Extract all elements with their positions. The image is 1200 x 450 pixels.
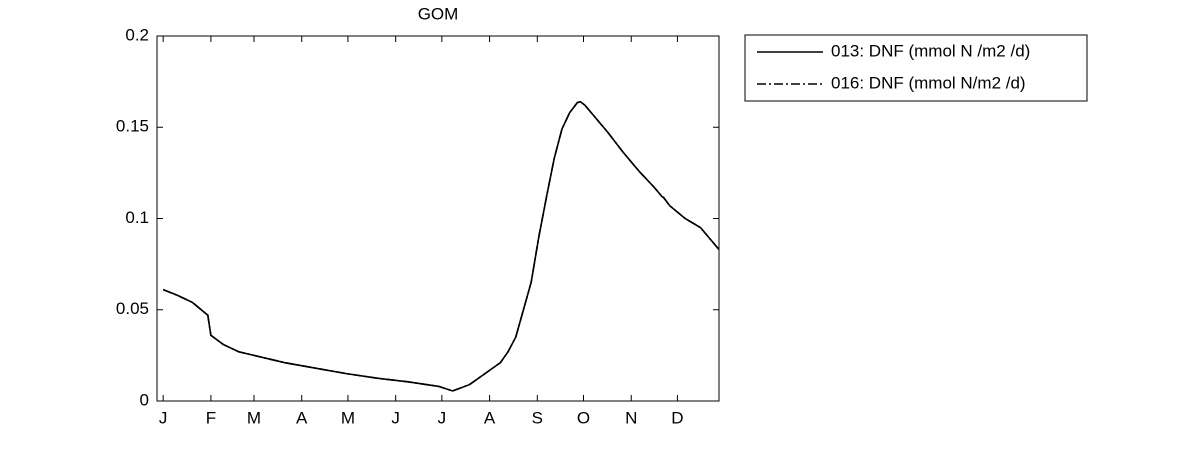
x-tick-label: J [438, 408, 447, 427]
x-tick-label: A [484, 408, 496, 427]
x-tick-label: O [577, 408, 590, 427]
x-tick-label: J [159, 408, 168, 427]
chart-title: GOM [418, 4, 459, 23]
y-tick-label: 0.1 [125, 208, 149, 227]
y-tick-label: 0.15 [116, 117, 149, 136]
series-line [162, 100, 720, 392]
x-tick-label: F [206, 408, 216, 427]
x-tick-label: M [247, 408, 261, 427]
legend-label: 013: DNF (mmol N /m2 /d) [831, 41, 1030, 60]
y-tick-label: 0.05 [116, 299, 149, 318]
y-tick-label: 0 [140, 390, 149, 409]
legend-label: 016: DNF (mmol N/m2 /d) [831, 73, 1026, 92]
x-tick-label: S [532, 408, 543, 427]
x-tick-label: N [625, 408, 637, 427]
x-tick-label: A [296, 408, 308, 427]
y-tick-label: 0.2 [125, 25, 149, 44]
x-tick-label: M [341, 408, 355, 427]
legend-box [744, 34, 1088, 102]
x-tick-label: J [391, 408, 400, 427]
x-tick-label: D [671, 408, 683, 427]
